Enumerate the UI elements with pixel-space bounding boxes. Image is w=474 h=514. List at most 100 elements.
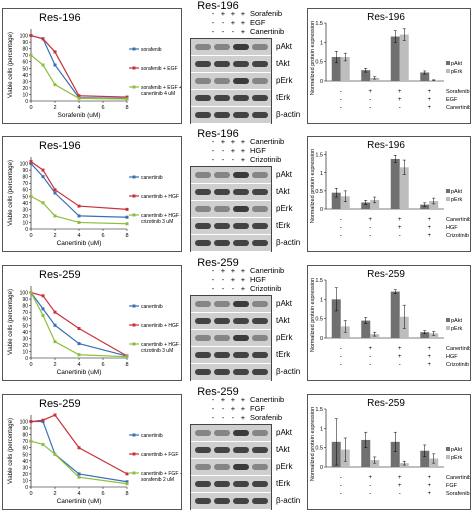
bar bbox=[390, 291, 400, 338]
x-axis-label: Canertinib (uM) bbox=[57, 498, 102, 505]
data-point bbox=[77, 446, 81, 450]
treatment-sign: - bbox=[399, 233, 401, 239]
legend-label: canertinib + FGF + bbox=[141, 471, 181, 477]
treatment-label: Canertinib bbox=[446, 475, 470, 481]
series-line bbox=[30, 34, 128, 99]
blot-label: tAkt bbox=[276, 316, 290, 325]
chart-title: Res-259 bbox=[367, 269, 405, 280]
legend-label: sorafenib bbox=[141, 47, 162, 53]
blot-strip bbox=[191, 56, 271, 73]
treatment-sign: - bbox=[399, 362, 401, 368]
y-tick-label: 0.5 bbox=[315, 446, 323, 452]
legend-label: pAkt bbox=[451, 61, 462, 67]
blot-band bbox=[252, 318, 268, 324]
data-point bbox=[41, 168, 45, 172]
treatment-label: Canertinib bbox=[446, 346, 470, 352]
treatment-sign: - bbox=[340, 97, 342, 103]
y-tick-label: 40 bbox=[22, 330, 28, 336]
blot-label: β-actin bbox=[276, 238, 301, 247]
blot-title: Res-196 bbox=[197, 0, 239, 12]
legend-label: canertinib + HGF bbox=[141, 194, 179, 200]
treatment-label: Sorafenib bbox=[446, 491, 470, 497]
x-tick-label: 4 bbox=[77, 362, 80, 368]
treatment-sign: - bbox=[221, 146, 225, 155]
treatment-sign: + bbox=[427, 233, 431, 239]
y-tick-label: 100 bbox=[20, 162, 29, 168]
y-axis-label: Viable cells (percentage) bbox=[8, 289, 14, 355]
treatment-label: Canertinib bbox=[446, 105, 470, 111]
blot-band bbox=[214, 44, 230, 50]
y-tick-label: 30 bbox=[22, 79, 28, 85]
treatment-sign: - bbox=[211, 18, 215, 27]
treatment-sign: + bbox=[368, 217, 372, 223]
blot-band bbox=[195, 95, 211, 101]
chart-title: Res-259 bbox=[39, 269, 81, 281]
blot-band bbox=[214, 78, 230, 84]
data-point bbox=[53, 63, 57, 67]
blot-band bbox=[214, 189, 230, 195]
data-point bbox=[77, 94, 81, 98]
blot-band bbox=[214, 172, 230, 178]
blot-band bbox=[214, 206, 230, 212]
treatment-sign: + bbox=[398, 97, 402, 103]
treatment-sign: + bbox=[240, 284, 246, 293]
chart-title: Res-196 bbox=[367, 140, 405, 151]
treatment-label: Crizotinib bbox=[250, 155, 282, 164]
blot-strip bbox=[191, 39, 271, 56]
y-tick-label: 1 bbox=[320, 426, 323, 432]
blot-band bbox=[252, 240, 268, 246]
x-tick-label: 8 bbox=[125, 233, 128, 239]
treatment-label: FGF bbox=[250, 404, 265, 413]
x-tick-label: 8 bbox=[125, 491, 128, 497]
treatment-sign: - bbox=[369, 362, 371, 368]
blot-band bbox=[195, 78, 211, 84]
treatment-sign: + bbox=[240, 413, 246, 422]
y-tick-label: 60 bbox=[22, 317, 28, 323]
treatment-sign: + bbox=[427, 475, 431, 481]
legend-label: sorafenib 2 uM bbox=[141, 477, 174, 483]
blot-band bbox=[233, 447, 249, 453]
treatment-sign: + bbox=[240, 404, 246, 413]
x-tick-label: 0 bbox=[29, 233, 32, 239]
blot-band bbox=[195, 369, 211, 375]
treatment-sign: - bbox=[211, 395, 215, 404]
blot-strip bbox=[191, 296, 271, 313]
data-point bbox=[77, 342, 81, 346]
blot-title: Res-259 bbox=[197, 386, 239, 398]
blot-strip bbox=[191, 493, 271, 510]
data-point bbox=[77, 96, 81, 100]
y-tick-label: 40 bbox=[22, 73, 28, 79]
y-tick-label: 20 bbox=[22, 86, 28, 92]
data-point bbox=[41, 37, 45, 41]
blot-label: β-actin bbox=[276, 110, 301, 119]
data-point bbox=[77, 353, 81, 357]
blot-title: Res-259 bbox=[197, 257, 239, 269]
legend-label: canertinib + FGF bbox=[141, 452, 178, 458]
y-axis-label: Normalized protein expression bbox=[310, 149, 316, 223]
y-tick-label: 90 bbox=[22, 168, 28, 174]
treatment-sign: + bbox=[368, 346, 372, 352]
data-point bbox=[125, 482, 129, 486]
y-tick-label: 0 bbox=[25, 356, 28, 362]
treatment-sign: + bbox=[240, 266, 246, 275]
treatment-sign: - bbox=[211, 404, 215, 413]
treatment-sign: - bbox=[369, 225, 371, 231]
y-tick-label: 0.5 bbox=[315, 189, 323, 195]
treatment-sign: - bbox=[221, 404, 225, 413]
treatment-sign: - bbox=[211, 413, 215, 422]
data-point bbox=[77, 472, 81, 476]
blot-band bbox=[195, 61, 211, 67]
y-tick-label: 30 bbox=[22, 465, 28, 471]
blot-band bbox=[214, 95, 230, 101]
blot-band bbox=[233, 352, 249, 358]
y-tick-label: 50 bbox=[22, 323, 28, 329]
treatment-sign: + bbox=[398, 89, 402, 95]
blot-label: pErk bbox=[276, 462, 293, 471]
blot-strip bbox=[191, 90, 271, 107]
series-line bbox=[30, 292, 128, 358]
blot-label: tErk bbox=[276, 479, 291, 488]
blot-band bbox=[252, 78, 268, 84]
treatment-label: Canertinib bbox=[250, 395, 285, 404]
blot-band bbox=[252, 61, 268, 67]
western-blot-image bbox=[190, 38, 272, 124]
